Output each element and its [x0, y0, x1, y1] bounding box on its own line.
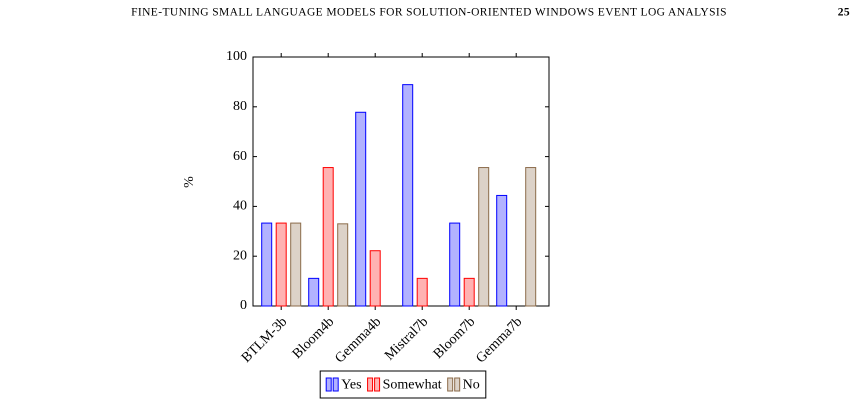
- bar: [449, 222, 461, 307]
- y-tick-label: 80: [233, 99, 247, 114]
- y-tick-label: 20: [233, 248, 247, 263]
- legend-swatch: [367, 377, 374, 392]
- legend-swatch: [447, 377, 454, 392]
- bar: [290, 222, 302, 307]
- legend-swatch: [454, 377, 461, 392]
- x-tick-label: Gemma4b: [332, 314, 384, 366]
- bar: [355, 111, 367, 307]
- bar: [496, 194, 508, 307]
- y-tick-label: 40: [233, 199, 247, 214]
- bar: [308, 277, 320, 307]
- bar: [402, 84, 414, 307]
- y-tick-label: 0: [240, 298, 247, 313]
- bar: [337, 223, 349, 307]
- bar: [275, 222, 287, 307]
- legend-swatch: [374, 377, 381, 392]
- legend-box: [319, 370, 487, 399]
- running-header: FINE-TUNING SMALL LANGUAGE MODELS FOR SO…: [131, 7, 727, 19]
- y-axis-label: %: [182, 176, 197, 188]
- legend-swatch: [332, 377, 339, 392]
- bar: [261, 222, 273, 307]
- x-tick-label: BTLM-3b: [239, 314, 290, 365]
- page-number: 25: [838, 7, 850, 19]
- bar: [322, 167, 334, 307]
- x-tick-label: Gemma7b: [473, 314, 525, 366]
- bar: [369, 250, 381, 307]
- x-tick-label: Mistral7b: [382, 314, 431, 363]
- x-tick-label: Bloom7b: [431, 314, 478, 361]
- y-tick-label: 60: [233, 149, 247, 164]
- plot-frame: [252, 56, 550, 307]
- legend-label: No: [463, 378, 480, 393]
- legend-label: Somewhat: [383, 378, 442, 393]
- legend-label: Yes: [341, 378, 361, 393]
- legend-swatch: [325, 377, 332, 392]
- bar: [525, 167, 537, 307]
- bar: [416, 277, 428, 307]
- bar: [463, 277, 475, 307]
- y-tick-label: 100: [226, 49, 247, 64]
- bar: [478, 167, 490, 307]
- x-tick-label: Bloom4b: [290, 314, 337, 361]
